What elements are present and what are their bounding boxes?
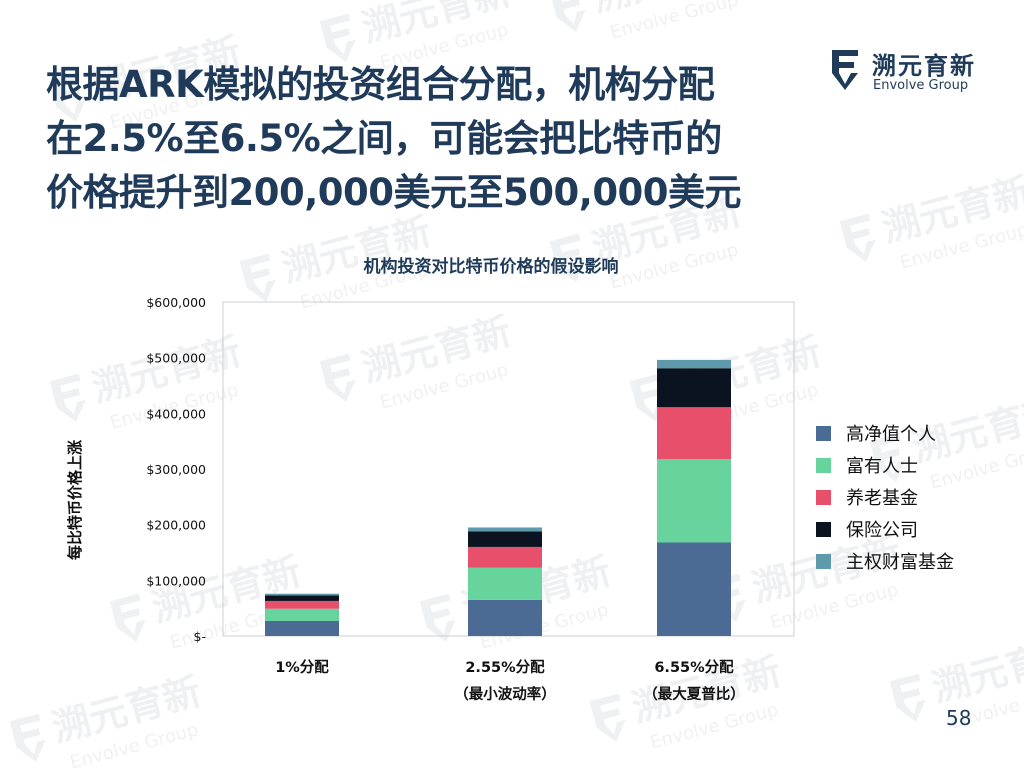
x-tick-label: （最小波动率）	[454, 685, 556, 703]
bar-segment	[657, 542, 731, 636]
legend-swatch	[816, 554, 831, 569]
bar-segment	[265, 595, 339, 601]
bar-segment	[657, 458, 731, 543]
bar-segment	[265, 620, 339, 636]
slide-title-line-2: 在2.5%至6.5%之间，可能会把比特币的	[46, 117, 722, 160]
y-tick-label: $400,000	[146, 406, 206, 421]
page-number: 58	[946, 706, 972, 730]
bar-segment	[468, 527, 542, 532]
bar-segment	[468, 599, 542, 636]
y-tick-label: $100,000	[146, 573, 206, 588]
legend-swatch	[816, 426, 831, 441]
bar-segment	[468, 531, 542, 547]
bar-segment	[468, 546, 542, 568]
legend-label: 养老基金	[846, 488, 918, 509]
y-tick-label: $-	[194, 629, 206, 644]
x-tick-label: 6.55%分配	[654, 659, 734, 676]
x-tick-label: （最大夏普比）	[643, 685, 745, 703]
y-axis-ticks: $- $100,000 $200,000 $300,000 $400,000 $500,0…	[146, 295, 206, 644]
logo-name: 溯元育新	[872, 52, 976, 80]
y-tick-label: $500,000	[146, 351, 206, 366]
slide-title-line-3: 价格提升到200,000美元至500,000美元	[46, 171, 742, 214]
legend-label: 保险公司	[846, 520, 918, 541]
company-logo: 溯元育新 Envolve Group	[830, 44, 990, 94]
legend-swatch	[816, 490, 831, 505]
bar-segment	[265, 593, 339, 596]
bars	[265, 359, 731, 636]
bar-segment	[265, 600, 339, 609]
bar-segment	[265, 608, 339, 621]
x-tick-label: 1%分配	[275, 659, 329, 676]
legend-label: 主权财富基金	[846, 552, 954, 573]
y-axis-label: 每比特币价格上涨	[66, 440, 84, 560]
legend-label: 富有人士	[846, 456, 918, 477]
legend-swatch	[816, 458, 831, 473]
x-tick-label: 2.55%分配	[465, 659, 545, 676]
y-tick-label: $300,000	[146, 462, 206, 477]
logo-mark-icon	[832, 50, 858, 90]
bar-segment	[657, 359, 731, 369]
bar-segment	[657, 407, 731, 459]
x-axis-labels: 1%分配 2.55%分配 （最小波动率） 6.55%分配 （最大夏普比）	[275, 659, 745, 703]
y-tick-label: $200,000	[146, 518, 206, 533]
legend-swatch	[816, 522, 831, 537]
slide-title: 根据ARK模拟的投资组合分配，机构分配 在2.5%至6.5%之间，可能会把比特币…	[46, 58, 826, 220]
chart-title: 机构投资对比特币价格的假设影响	[364, 256, 619, 277]
bar-segment	[468, 567, 542, 600]
slide-title-line-1: 根据ARK模拟的投资组合分配，机构分配	[46, 63, 715, 106]
legend-label: 高净值个人	[846, 424, 936, 445]
logo-subtitle: Envolve Group	[873, 78, 969, 93]
y-tick-label: $600,000	[146, 295, 206, 310]
bar-segment	[657, 368, 731, 408]
